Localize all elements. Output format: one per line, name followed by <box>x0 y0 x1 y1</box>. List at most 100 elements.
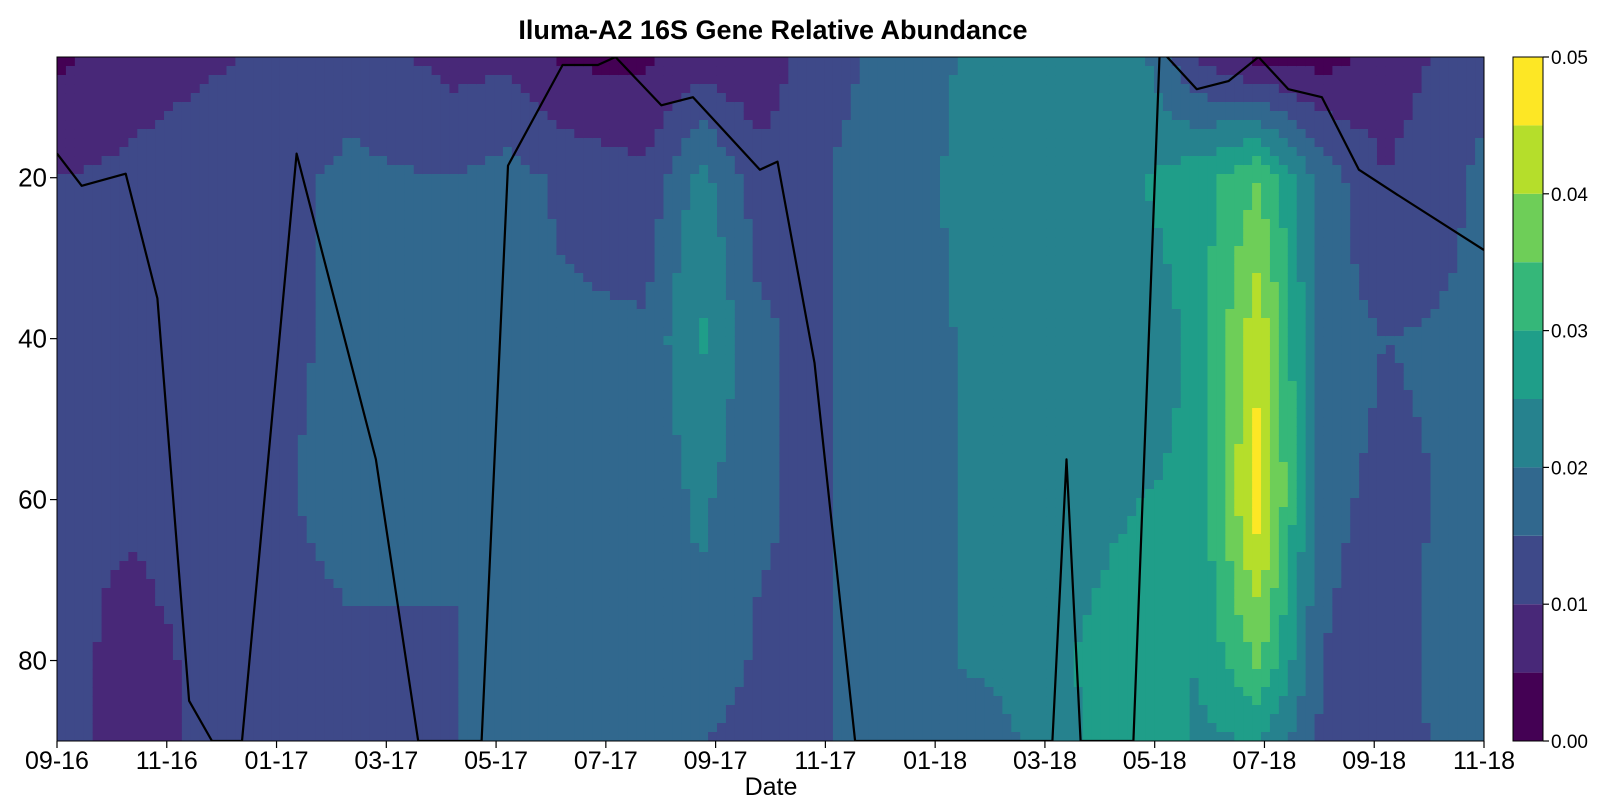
contour-cell <box>244 417 254 427</box>
contour-cell <box>57 102 67 112</box>
contour-cell <box>413 228 424 238</box>
contour-cell <box>565 660 575 670</box>
contour-cell <box>413 525 424 535</box>
contour-cell <box>74 705 85 715</box>
contour-cell <box>458 498 468 508</box>
contour-cell <box>431 507 442 517</box>
contour-cell <box>601 444 611 454</box>
contour-cell <box>57 120 67 130</box>
contour-cell <box>137 732 147 741</box>
contour-cell <box>449 165 459 175</box>
contour-cell <box>369 687 379 697</box>
contour-cell <box>592 435 602 445</box>
contour-cell <box>618 192 629 202</box>
contour-cell <box>92 210 103 220</box>
contour-cell <box>92 201 103 211</box>
contour-cell <box>485 246 495 256</box>
contour-cell <box>431 678 442 688</box>
contour-cell <box>458 543 468 553</box>
contour-cell <box>279 57 290 67</box>
contour-cell <box>476 435 486 445</box>
contour-cell <box>92 264 103 274</box>
contour-cell <box>413 327 424 337</box>
contour-cell <box>181 372 192 382</box>
contour-cell <box>351 102 361 112</box>
contour-cell <box>538 75 549 85</box>
contour-cell <box>404 552 415 562</box>
contour-cell <box>199 588 210 598</box>
contour-cell <box>65 606 76 616</box>
contour-cell <box>279 390 290 400</box>
contour-cell <box>217 102 228 112</box>
contour-cell <box>181 129 192 139</box>
contour-cell <box>65 660 76 670</box>
contour-cell <box>467 507 477 517</box>
contour-cell <box>378 309 388 319</box>
contour-cell <box>502 390 513 400</box>
contour-cell <box>288 642 299 652</box>
contour-cell <box>57 219 67 229</box>
contour-cell <box>181 381 192 391</box>
contour-cell <box>226 561 236 571</box>
contour-cell <box>119 201 129 211</box>
contour-cell <box>199 507 210 517</box>
contour-cell <box>511 462 522 472</box>
contour-cell <box>609 723 620 733</box>
contour-cell <box>476 183 486 193</box>
contour-cell <box>547 228 558 238</box>
contour-cell <box>92 408 103 418</box>
contour-cell <box>618 264 629 274</box>
contour-cell <box>297 363 308 373</box>
contour-cell <box>74 192 85 202</box>
contour-cell <box>556 669 566 679</box>
contour-cell <box>485 66 495 76</box>
contour-cell <box>226 615 236 625</box>
contour-cell <box>413 363 424 373</box>
contour-cell <box>119 435 129 445</box>
contour-cell <box>74 372 85 382</box>
contour-cell <box>119 138 129 148</box>
contour-cell <box>627 426 638 436</box>
contour-cell <box>172 678 183 688</box>
contour-cell <box>92 579 103 589</box>
contour-cell <box>529 480 540 490</box>
contour-cell <box>110 417 121 427</box>
contour-cell <box>146 147 156 157</box>
contour-cell <box>199 201 210 211</box>
contour-cell <box>92 372 103 382</box>
contour-cell <box>137 507 147 517</box>
contour-cell <box>618 435 629 445</box>
contour-cell <box>190 201 201 211</box>
contour-cell <box>449 84 459 94</box>
contour-cell <box>636 318 647 328</box>
contour-cell <box>404 615 415 625</box>
contour-cell <box>155 588 165 598</box>
contour-cell <box>556 273 566 283</box>
contour-cell <box>467 165 477 175</box>
contour-cell <box>306 426 317 436</box>
contour-cell <box>271 597 281 607</box>
contour-cell <box>378 633 388 643</box>
contour-cell <box>235 282 245 292</box>
contour-cell <box>502 75 513 85</box>
contour-cell <box>208 75 219 85</box>
contour-cell <box>155 57 165 67</box>
contour-cell <box>279 426 290 436</box>
contour-cell <box>618 525 629 535</box>
contour-cell <box>181 363 192 373</box>
contour-cell <box>164 633 174 643</box>
contour-cell <box>520 561 531 571</box>
contour-cell <box>538 588 549 598</box>
contour-cell <box>155 516 165 526</box>
contour-cell <box>583 183 593 193</box>
contour-cell <box>547 372 558 382</box>
contour-cell <box>262 354 272 364</box>
contour-cell <box>172 516 183 526</box>
contour-cell <box>137 210 147 220</box>
contour-cell <box>378 336 388 346</box>
contour-cell <box>592 489 602 499</box>
contour-cell <box>297 57 308 67</box>
contour-cell <box>395 714 406 724</box>
contour-cell <box>494 93 504 103</box>
contour-cell <box>110 471 121 481</box>
